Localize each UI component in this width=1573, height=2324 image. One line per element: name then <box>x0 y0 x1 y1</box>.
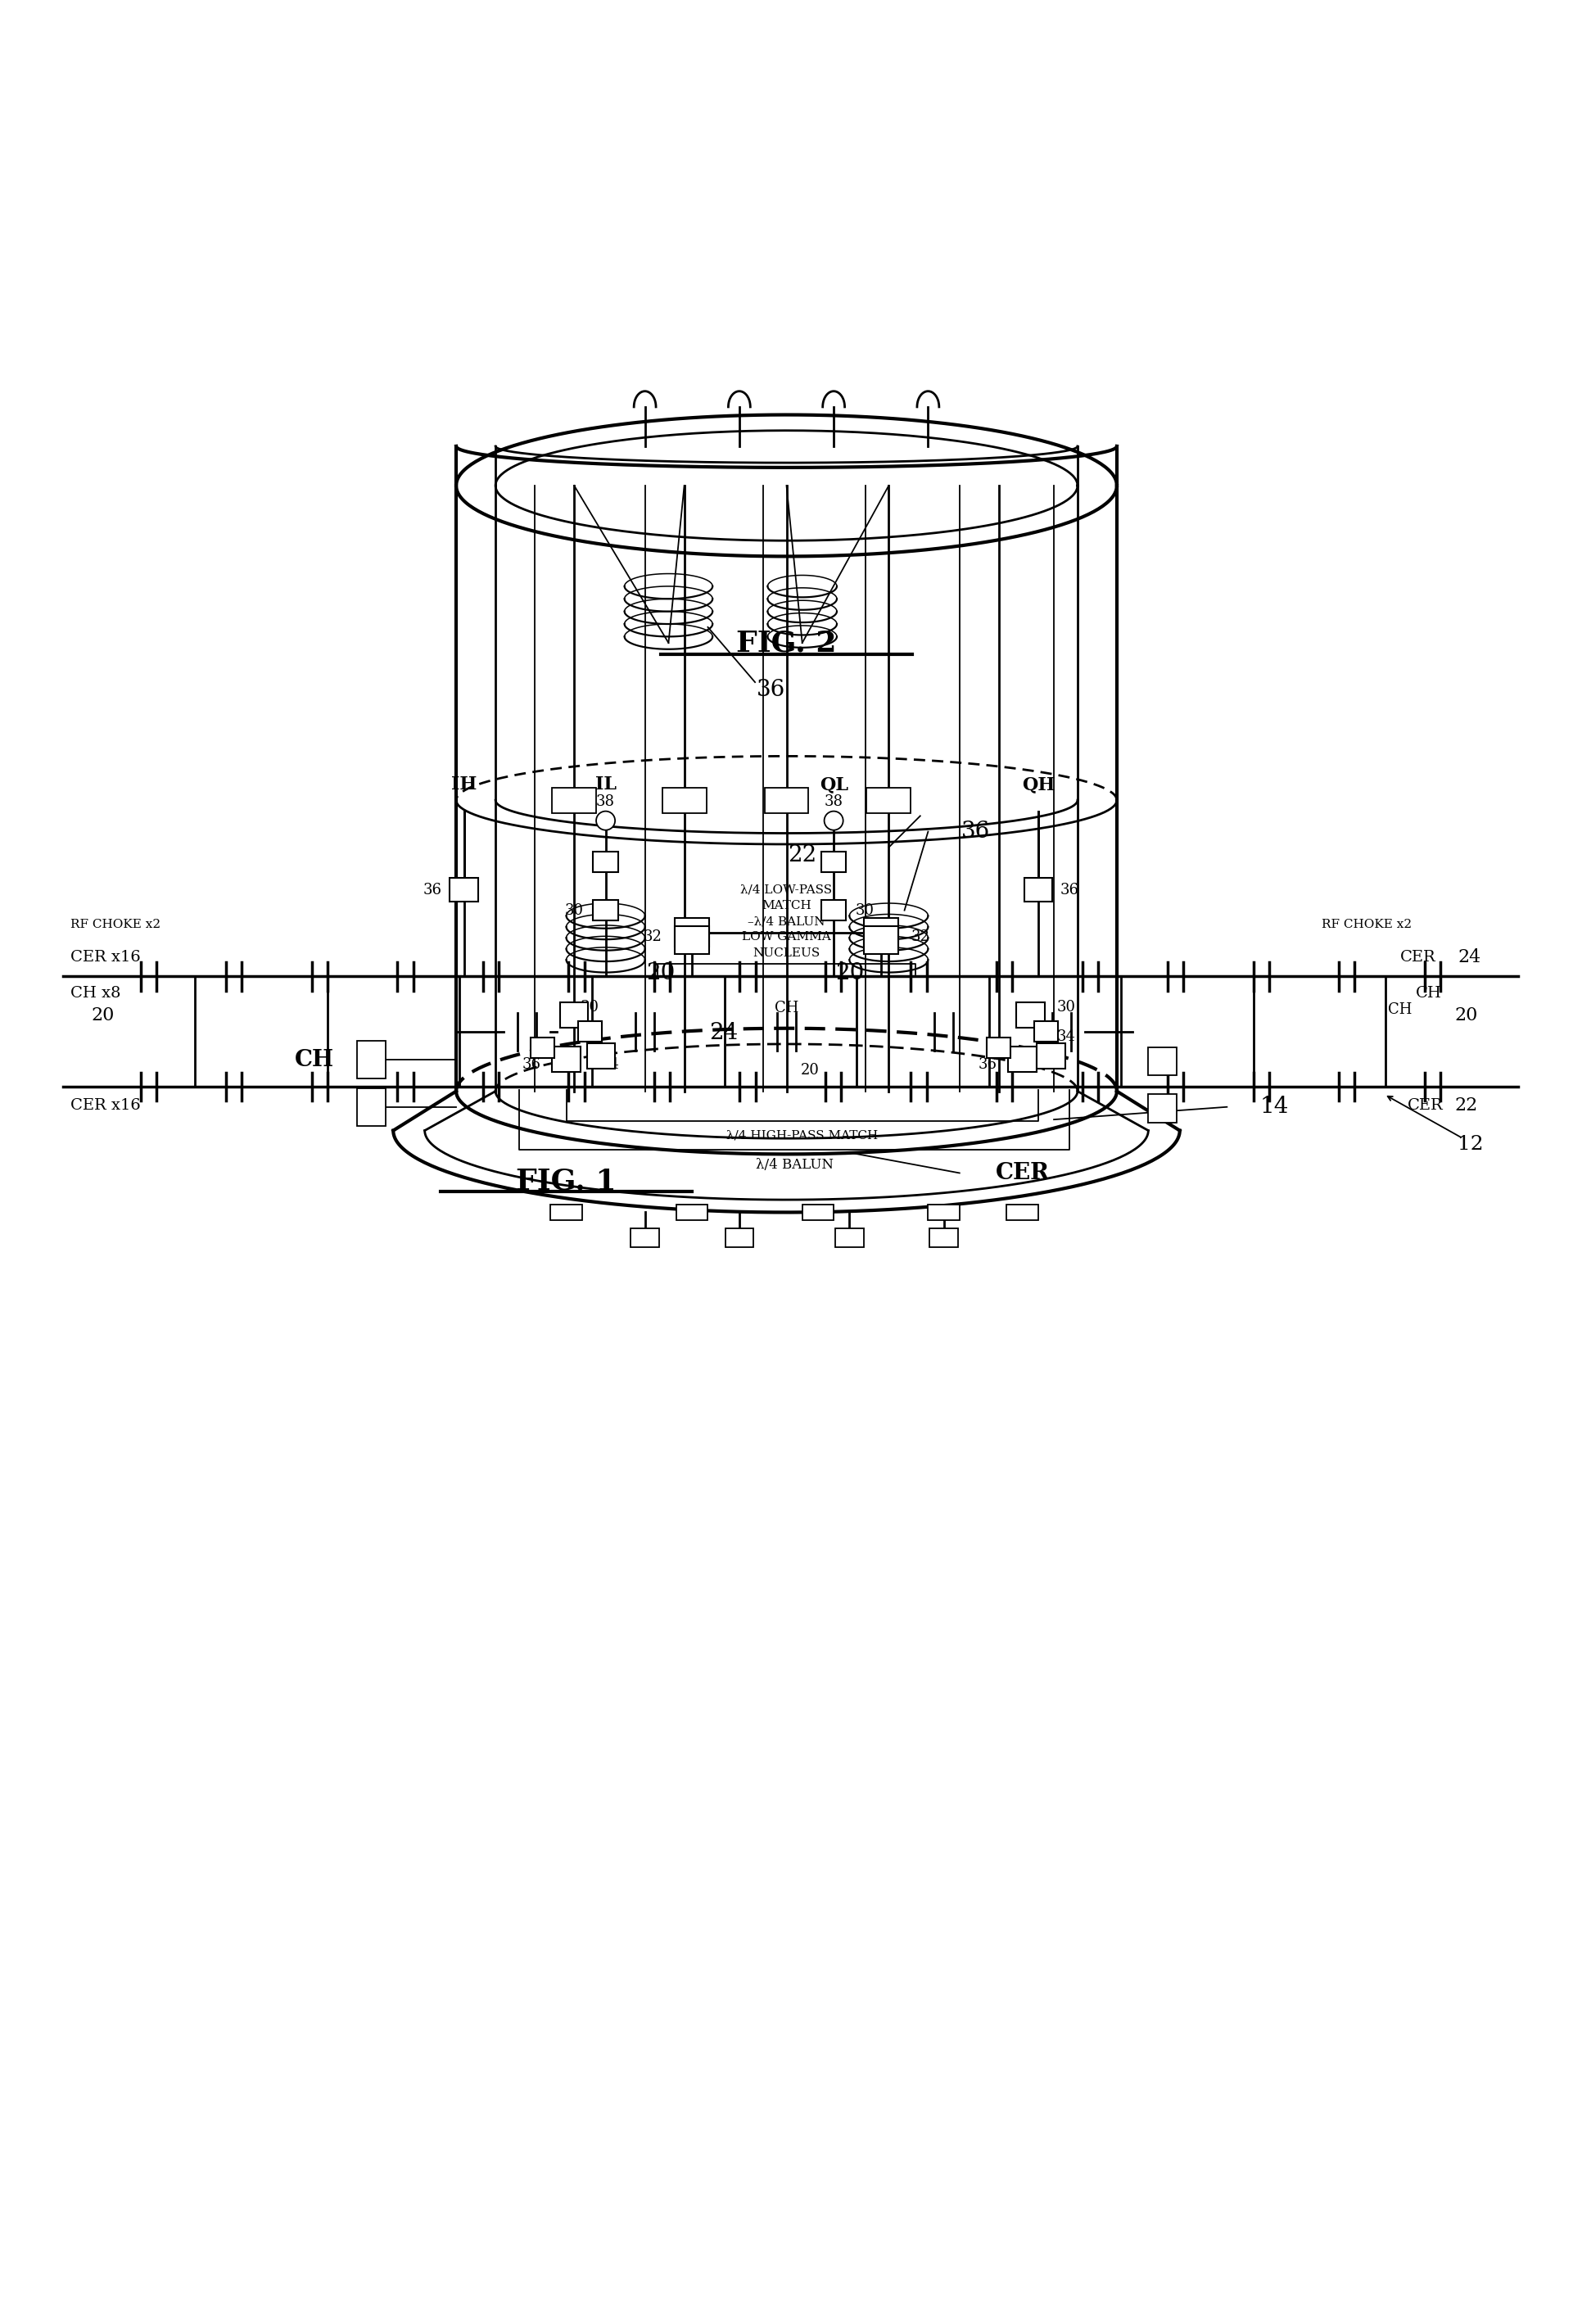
Text: QL: QL <box>820 776 848 792</box>
Text: 30: 30 <box>856 904 875 918</box>
Text: 36: 36 <box>978 1057 997 1071</box>
Bar <box>835 1227 864 1248</box>
Text: 36: 36 <box>522 1057 541 1071</box>
Text: CER: CER <box>996 1162 1049 1183</box>
Text: 14: 14 <box>1260 1097 1288 1118</box>
Text: CER: CER <box>1408 1097 1444 1113</box>
Text: 36: 36 <box>961 820 989 844</box>
Bar <box>1148 1095 1177 1122</box>
Text: λ/4 LOW-PASS: λ/4 LOW-PASS <box>741 883 832 895</box>
Bar <box>1016 1002 1044 1027</box>
Text: 32: 32 <box>643 930 662 944</box>
Bar <box>930 1227 958 1248</box>
Text: 36: 36 <box>423 883 442 897</box>
Bar <box>357 1088 385 1125</box>
Text: FIG. 1: FIG. 1 <box>516 1167 617 1195</box>
Text: CER x16: CER x16 <box>71 1097 142 1113</box>
Bar <box>988 1039 1011 1057</box>
Bar <box>821 851 846 872</box>
Bar <box>1007 1204 1038 1220</box>
Text: 34: 34 <box>601 1057 620 1071</box>
Text: λ/4 HIGH-PASS MATCH: λ/4 HIGH-PASS MATCH <box>727 1129 878 1141</box>
Text: CH: CH <box>1416 985 1442 1002</box>
Bar <box>530 1039 555 1057</box>
Bar <box>1008 1046 1037 1071</box>
Text: 32: 32 <box>911 930 930 944</box>
Text: MATCH: MATCH <box>761 899 812 911</box>
Text: CH x8: CH x8 <box>71 985 121 1002</box>
Text: 20: 20 <box>647 962 675 985</box>
Bar <box>662 788 706 813</box>
Text: CER: CER <box>1400 951 1436 964</box>
Bar <box>928 1204 960 1220</box>
Bar <box>1037 1043 1065 1069</box>
Text: 30: 30 <box>580 999 599 1016</box>
Text: 20: 20 <box>91 1006 115 1025</box>
Bar <box>675 925 709 955</box>
Text: 20: 20 <box>1455 1006 1479 1025</box>
Text: NUCLEUS: NUCLEUS <box>753 948 820 957</box>
Text: 22: 22 <box>1455 1097 1479 1116</box>
Text: RF CHOKE x2: RF CHOKE x2 <box>1321 918 1411 930</box>
Bar <box>560 1002 588 1027</box>
Bar <box>867 788 911 813</box>
Bar <box>864 925 898 955</box>
Bar <box>725 1227 753 1248</box>
Bar <box>587 1043 615 1069</box>
Text: FIG. 2: FIG. 2 <box>736 630 837 658</box>
Text: 30: 30 <box>1057 999 1076 1016</box>
Text: 12: 12 <box>1458 1136 1483 1155</box>
Text: IH: IH <box>451 776 477 792</box>
Text: CER x16: CER x16 <box>71 951 142 964</box>
Text: 36: 36 <box>757 679 785 702</box>
Bar <box>357 1041 385 1078</box>
Bar <box>676 1204 708 1220</box>
Bar <box>802 1204 834 1220</box>
Text: LOW GAMMA: LOW GAMMA <box>742 932 831 944</box>
Bar <box>631 1227 659 1248</box>
Text: 20: 20 <box>835 962 864 985</box>
Text: RF CHOKE x2: RF CHOKE x2 <box>71 918 160 930</box>
Text: 36: 36 <box>1060 883 1079 897</box>
Text: 38: 38 <box>596 795 615 809</box>
Bar <box>764 788 809 813</box>
Bar <box>552 788 596 813</box>
Text: QH: QH <box>1021 776 1055 792</box>
Bar <box>593 899 618 920</box>
Text: 38: 38 <box>824 795 843 809</box>
Bar <box>551 1204 582 1220</box>
Text: 22: 22 <box>788 844 816 867</box>
Bar <box>1024 878 1052 902</box>
Text: IL: IL <box>595 776 617 792</box>
Bar <box>450 878 478 902</box>
Bar <box>821 899 846 920</box>
Bar <box>593 851 618 872</box>
Bar <box>579 1020 601 1041</box>
Bar <box>552 1046 580 1071</box>
Bar <box>1148 1048 1177 1076</box>
Text: CH: CH <box>294 1048 335 1071</box>
Bar <box>864 918 898 946</box>
Circle shape <box>824 811 843 830</box>
Text: CH: CH <box>774 999 799 1016</box>
Bar <box>675 918 709 946</box>
Text: 24: 24 <box>1458 948 1482 967</box>
Text: –λ/4 BALUN: –λ/4 BALUN <box>747 916 826 927</box>
Bar <box>1035 1020 1059 1041</box>
Circle shape <box>596 811 615 830</box>
Text: 34: 34 <box>1057 1030 1076 1043</box>
Text: λ/4 BALUN: λ/4 BALUN <box>755 1157 834 1171</box>
Text: 30: 30 <box>565 904 584 918</box>
Text: 24: 24 <box>709 1023 738 1043</box>
Text: CH: CH <box>1387 1002 1413 1018</box>
Text: 20: 20 <box>801 1062 820 1078</box>
